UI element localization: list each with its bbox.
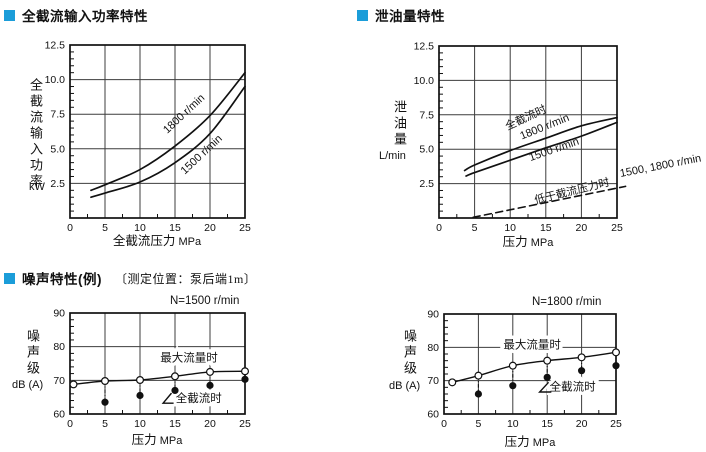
svg-text:5.0: 5.0 — [50, 143, 65, 155]
svg-text:7.5: 7.5 — [50, 109, 65, 121]
section-title-noise: 噪声特性(例) 〔测定位置：泵后端1m〕 — [4, 268, 256, 288]
svg-text:20: 20 — [576, 222, 588, 234]
svg-text:15: 15 — [169, 222, 181, 234]
svg-text:60: 60 — [427, 409, 439, 421]
svg-text:0: 0 — [436, 222, 442, 234]
svg-text:20: 20 — [576, 418, 588, 430]
section-title-power: 全截流输入功率特性 — [4, 5, 148, 25]
drain-y-axis-unit: L/min — [379, 150, 406, 162]
svg-text:80: 80 — [53, 341, 65, 353]
svg-text:7.5: 7.5 — [419, 109, 434, 121]
noise1800-y-axis-label: 噪声级 — [402, 329, 417, 377]
section-bullet-icon — [357, 9, 368, 21]
svg-text:15: 15 — [169, 418, 181, 430]
svg-text:10: 10 — [134, 418, 146, 430]
svg-text:80: 80 — [427, 342, 439, 354]
svg-text:全截流时: 全截流时 — [550, 380, 596, 394]
noise1500-x-axis-label: 压力 MPa — [131, 433, 183, 447]
drain-y-axis-label: 泄油量 — [392, 100, 407, 148]
svg-text:12.5: 12.5 — [45, 40, 66, 52]
svg-text:全截流时: 全截流时 — [176, 391, 222, 405]
svg-text:90: 90 — [427, 309, 439, 321]
section-bullet-icon — [4, 272, 15, 284]
noise1800-speed-label: N=1800 r/min — [532, 296, 602, 308]
svg-text:最大流量时: 最大流量时 — [503, 337, 561, 351]
power-x-axis-label: 全截流压力 MPa — [112, 234, 202, 248]
section-bullet-icon — [4, 9, 15, 21]
svg-text:5: 5 — [102, 222, 108, 234]
svg-text:25: 25 — [239, 222, 251, 234]
svg-text:10: 10 — [134, 222, 146, 234]
svg-text:70: 70 — [427, 375, 439, 387]
svg-text:60: 60 — [53, 409, 65, 421]
svg-text:10: 10 — [507, 418, 519, 430]
noise1500-y-axis-unit: dB (A) — [12, 379, 44, 391]
svg-text:20: 20 — [204, 418, 216, 430]
section-title-drain-text: 泄油量特性 — [375, 9, 445, 24]
svg-text:5: 5 — [475, 418, 481, 430]
svg-text:15: 15 — [541, 418, 553, 430]
svg-text:20: 20 — [204, 222, 216, 234]
svg-text:5: 5 — [102, 418, 108, 430]
svg-text:2.5: 2.5 — [419, 178, 434, 190]
svg-text:10.0: 10.0 — [45, 74, 66, 86]
noise1500-y-axis-label: 噪声级 — [25, 329, 40, 377]
svg-text:90: 90 — [53, 308, 65, 320]
svg-text:1500, 1800 r/min: 1500, 1800 r/min — [619, 152, 702, 180]
svg-text:25: 25 — [239, 418, 251, 430]
svg-text:5: 5 — [472, 222, 478, 234]
section-title-power-text: 全截流输入功率特性 — [22, 9, 148, 24]
svg-text:25: 25 — [610, 418, 622, 430]
svg-text:10.0: 10.0 — [414, 75, 435, 87]
svg-text:0: 0 — [67, 222, 73, 234]
noise1800-y-axis-unit: dB (A) — [389, 380, 421, 392]
svg-text:15: 15 — [540, 222, 552, 234]
svg-text:10: 10 — [504, 222, 516, 234]
svg-text:5.0: 5.0 — [419, 144, 434, 156]
section-title-drain: 泄油量特性 — [357, 5, 445, 25]
noise1800-x-axis-label: 压力 MPa — [504, 435, 556, 449]
svg-text:12.5: 12.5 — [414, 41, 435, 53]
svg-text:最大流量时: 最大流量时 — [160, 350, 218, 364]
section-title-noise-text: 噪声特性(例) — [22, 272, 102, 287]
svg-text:2.5: 2.5 — [50, 178, 65, 190]
power-y-axis-unit: kW — [29, 181, 45, 193]
svg-text:0: 0 — [441, 418, 447, 430]
section-noise-note: 〔测定位置：泵后端1m〕 — [115, 271, 257, 286]
noise1500-speed-label: N=1500 r/min — [170, 295, 240, 307]
svg-text:70: 70 — [53, 375, 65, 387]
svg-text:25: 25 — [611, 222, 623, 234]
drain-x-axis-label: 压力 MPa — [502, 235, 554, 249]
power-y-axis-label: 全截流输入功率 — [28, 78, 43, 190]
svg-text:0: 0 — [67, 418, 73, 430]
